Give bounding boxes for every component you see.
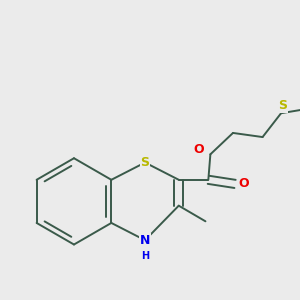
Text: O: O [194, 143, 204, 156]
Text: S: S [140, 156, 149, 169]
Text: N: N [140, 234, 150, 247]
Text: O: O [239, 177, 249, 190]
Text: H: H [141, 251, 149, 261]
Text: S: S [279, 99, 288, 112]
